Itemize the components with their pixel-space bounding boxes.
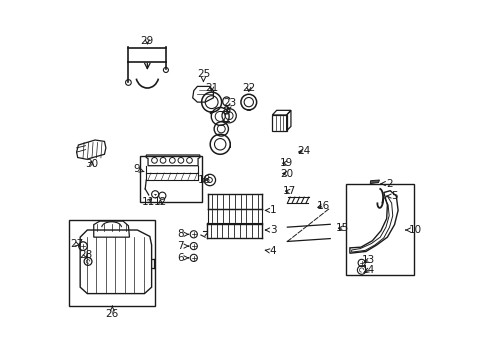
Text: 15: 15 bbox=[335, 223, 348, 233]
Text: 19: 19 bbox=[280, 158, 293, 168]
Text: 16: 16 bbox=[316, 201, 329, 211]
Text: 13: 13 bbox=[362, 255, 375, 265]
Text: 12: 12 bbox=[154, 197, 167, 207]
Text: 28: 28 bbox=[79, 250, 92, 260]
Text: 8: 8 bbox=[177, 229, 188, 239]
Text: 21: 21 bbox=[204, 83, 218, 93]
Text: 18: 18 bbox=[198, 175, 211, 185]
Text: 24: 24 bbox=[296, 147, 309, 157]
Text: 6: 6 bbox=[177, 253, 188, 263]
Text: 9: 9 bbox=[133, 164, 144, 174]
Text: 23: 23 bbox=[223, 98, 236, 111]
Text: 14: 14 bbox=[362, 265, 375, 275]
Text: 4: 4 bbox=[264, 247, 276, 256]
Text: 26: 26 bbox=[105, 306, 119, 319]
Text: 1: 1 bbox=[264, 205, 276, 215]
Text: 5: 5 bbox=[386, 191, 397, 201]
Text: 22: 22 bbox=[242, 83, 255, 93]
Text: 27: 27 bbox=[70, 239, 83, 249]
Text: 30: 30 bbox=[85, 159, 98, 169]
Text: 29: 29 bbox=[141, 36, 154, 46]
Text: 7: 7 bbox=[177, 241, 188, 251]
Text: 2: 2 bbox=[381, 179, 392, 189]
Polygon shape bbox=[369, 180, 379, 184]
Text: 3: 3 bbox=[264, 225, 276, 235]
Text: 10: 10 bbox=[405, 225, 421, 235]
Text: 25: 25 bbox=[196, 68, 210, 82]
Text: 20: 20 bbox=[280, 168, 293, 179]
Text: 11: 11 bbox=[141, 197, 154, 207]
Text: 17: 17 bbox=[282, 186, 295, 197]
